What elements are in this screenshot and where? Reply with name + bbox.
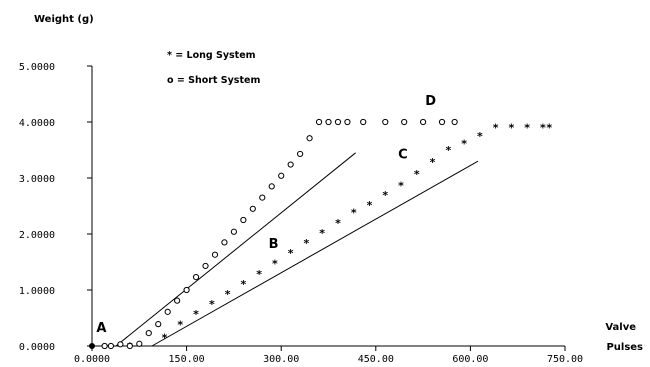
short-system-point <box>164 308 171 315</box>
long-system-point: * <box>319 227 325 240</box>
short-system-point <box>259 194 266 201</box>
short-system-point <box>420 118 427 126</box>
short-system-point <box>325 118 332 126</box>
long-system-point: * <box>225 288 231 301</box>
y-tick-label: 4.0000 <box>19 118 55 129</box>
x-tick-label: 750.00 <box>547 354 583 365</box>
short-system-point <box>268 183 275 190</box>
y-tick-label: 2.0000 <box>19 230 55 241</box>
short-system-point <box>401 118 408 126</box>
legend-entry-short-system: o = Short System <box>167 75 260 86</box>
short-system-point <box>438 118 446 126</box>
legend-entry-long-system: * = Long System <box>167 50 256 61</box>
fit-lines <box>115 152 479 347</box>
legend: * = Long System o = Short System <box>167 50 260 86</box>
x-tick-label: 600.00 <box>452 354 488 365</box>
short-system-point <box>155 321 162 328</box>
short-system-point <box>249 205 256 212</box>
long-system-point: * <box>382 189 388 202</box>
fit-line <box>151 160 479 347</box>
x-axis-title-line2: Pulses <box>606 342 643 353</box>
long-system-point: * <box>430 156 436 169</box>
x-tick-label: 150.00 <box>169 354 205 365</box>
long-system-point: * <box>256 268 262 281</box>
annotation-label: B <box>269 237 279 252</box>
long-system-point: * <box>209 298 215 311</box>
long-system-point: * <box>493 122 499 135</box>
short-system-point <box>297 150 304 158</box>
annotations: A B C D <box>96 94 436 336</box>
short-system-point <box>136 340 143 347</box>
x-tick-label: 0.0000 <box>74 354 110 365</box>
short-system-point <box>382 118 389 126</box>
short-system-point <box>183 286 190 294</box>
long-system-point: * <box>461 137 467 150</box>
x-tick-label: 300.00 <box>263 354 299 365</box>
short-system-point <box>315 118 323 126</box>
short-system-point <box>117 341 124 348</box>
short-system-point <box>202 262 209 270</box>
long-system-point: * <box>351 207 357 220</box>
annotation-label: D <box>425 94 436 109</box>
long-system-point: * <box>288 247 294 260</box>
annotation-label: A <box>96 321 106 336</box>
short-system-point <box>334 118 342 126</box>
y-axis-title: Weight (g) <box>34 14 94 25</box>
x-tick-label: 450.00 <box>358 354 394 365</box>
short-system-point <box>344 118 351 126</box>
long-system-point: * <box>367 199 373 212</box>
y-tick-label: 1.0000 <box>19 286 55 297</box>
annotation-label: C <box>398 147 408 162</box>
long-system-point: * <box>414 168 420 181</box>
short-system-point <box>230 228 237 235</box>
long-system-point: * <box>445 144 451 157</box>
long-system-point: * <box>546 122 552 135</box>
y-tick-label: 0.0000 <box>19 342 55 353</box>
long-system-point: * <box>240 278 246 291</box>
short-system-point <box>306 135 313 142</box>
short-system-point <box>101 342 108 350</box>
long-system-point: * <box>477 130 483 143</box>
long-system-point: * <box>162 332 168 345</box>
y-tick-label: 5.0000 <box>19 62 55 73</box>
tick-labels: 0.0000 1.0000 2.0000 3.0000 4.0000 5.0000 0.00… <box>19 62 583 365</box>
short-system-point <box>126 342 133 350</box>
x-axis-title-line1: Valve <box>605 322 636 333</box>
y-tick-label: 3.0000 <box>19 174 55 185</box>
short-system-point <box>107 342 115 350</box>
long-system-point: * <box>509 122 515 135</box>
axes <box>91 66 565 347</box>
short-system-point <box>192 274 200 281</box>
long-system-point: * <box>177 319 183 332</box>
data-points: *************************** <box>89 118 552 353</box>
long-system-point: * <box>540 122 546 135</box>
long-system-point: * <box>524 122 530 135</box>
long-system-point: * <box>304 237 310 250</box>
long-system-point: * <box>335 217 341 230</box>
long-system-point: * <box>272 258 278 271</box>
short-system-point <box>278 172 285 179</box>
short-system-point <box>287 161 294 168</box>
short-system-point <box>240 216 247 224</box>
short-system-point <box>360 118 367 126</box>
fit-line <box>115 152 356 347</box>
short-system-point <box>221 239 228 246</box>
origin-point <box>89 343 95 349</box>
short-system-point <box>451 118 458 126</box>
short-system-point <box>211 251 219 258</box>
short-system-point <box>174 297 181 304</box>
long-system-point: * <box>398 179 404 192</box>
long-system-point: * <box>193 308 199 321</box>
short-system-point <box>145 330 152 337</box>
